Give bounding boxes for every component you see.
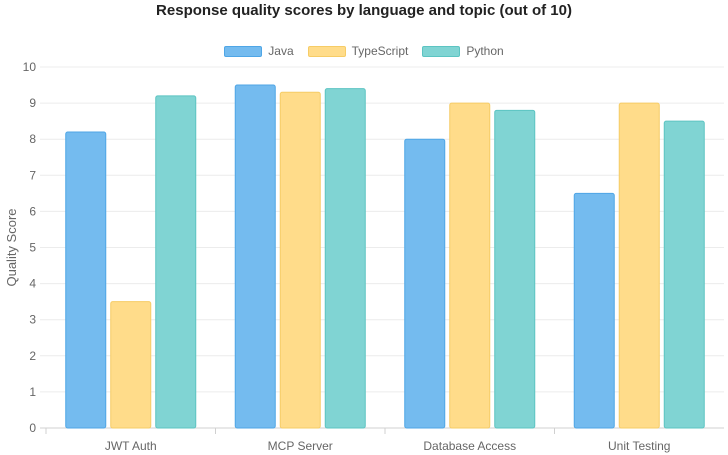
bar-python-unit-testing [663, 120, 705, 429]
y-tick-label-3: 3 [29, 313, 36, 327]
bar-typescript-unit-testing [618, 102, 660, 429]
y-tick-label-6: 6 [29, 204, 36, 218]
legend-item-python[interactable]: Python [422, 44, 504, 58]
bar-typescript-mcp-server [279, 91, 321, 429]
legend-label-java: Java [268, 44, 294, 58]
bar-python-database-access [494, 109, 536, 429]
legend-label-typescript: TypeScript [351, 44, 409, 58]
y-tick-label-7: 7 [29, 168, 36, 182]
legend-item-typescript[interactable]: TypeScript [307, 44, 409, 58]
y-tick-label-8: 8 [29, 132, 36, 146]
y-tick-label-5: 5 [29, 241, 36, 255]
y-axis-title: Quality Score [4, 208, 19, 286]
y-tick-label-4: 4 [29, 277, 36, 291]
y-tick-label-10: 10 [23, 60, 37, 74]
bar-java-mcp-server [234, 84, 276, 429]
x-tick-label-mcp-server: MCP Server [268, 439, 333, 453]
bar-typescript-database-access [449, 102, 491, 429]
legend-swatch-java [224, 45, 263, 57]
bar-java-database-access [404, 138, 446, 429]
x-tick-label-unit-testing: Unit Testing [608, 439, 670, 453]
chart-title: Response quality scores by language and … [156, 2, 572, 19]
bar-typescript-jwt-auth [110, 301, 152, 429]
legend-label-python: Python [466, 44, 504, 58]
legend: Java TypeScript Python [0, 44, 728, 58]
bar-java-unit-testing [573, 192, 615, 429]
bar-python-mcp-server [324, 88, 366, 429]
legend-swatch-typescript [307, 45, 346, 57]
legend-item-java[interactable]: Java [224, 44, 294, 58]
x-tick-label-database-access: Database Access [423, 439, 516, 453]
bar-java-jwt-auth [65, 131, 107, 429]
y-tick-label-1: 1 [29, 385, 36, 399]
bar-python-jwt-auth [155, 95, 197, 429]
x-tick-label-jwt-auth: JWT Auth [105, 439, 157, 453]
legend-swatch-python [422, 45, 461, 57]
y-tick-label-2: 2 [29, 349, 36, 363]
y-tick-label-0: 0 [29, 421, 36, 435]
y-tick-label-9: 9 [29, 96, 36, 110]
